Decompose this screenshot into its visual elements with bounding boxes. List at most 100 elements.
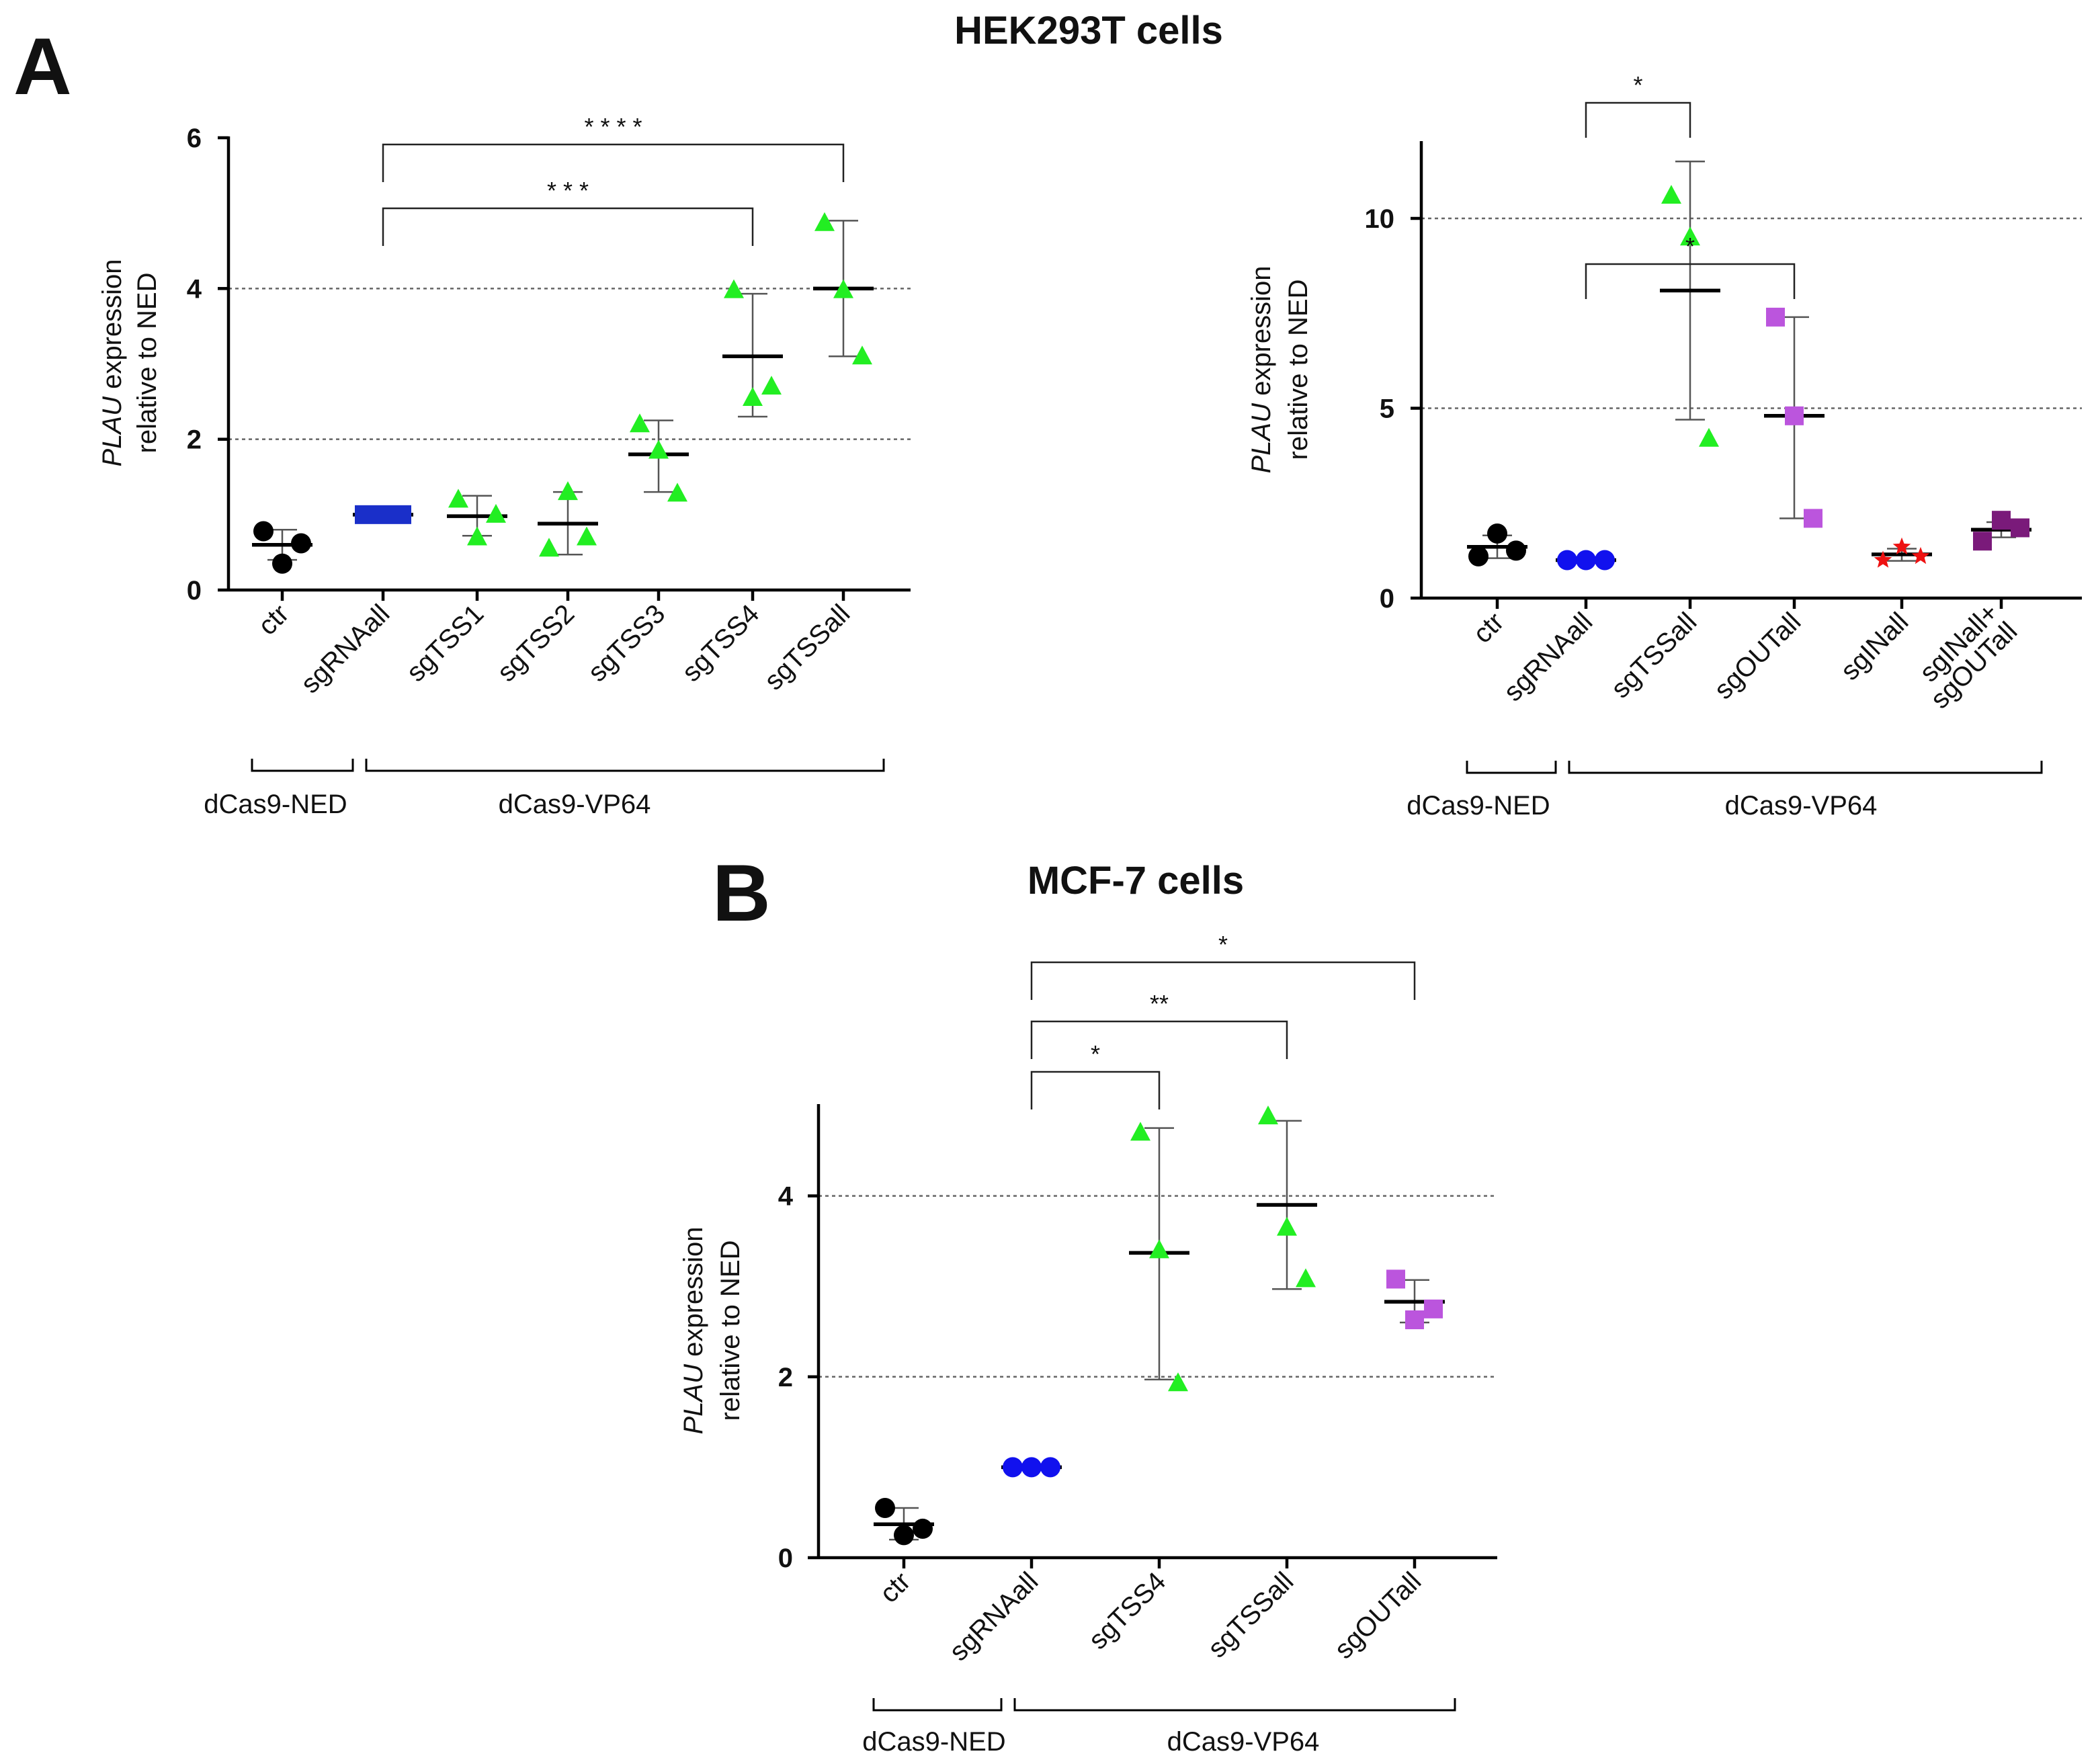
data-point (1595, 550, 1615, 571)
data-point (1003, 1457, 1023, 1478)
x-tick-label-sgrnaall: sgRNAall (295, 599, 395, 699)
data-point (852, 345, 872, 365)
significance-bracket (382, 143, 845, 182)
significance-label: ** (1150, 990, 1169, 1017)
data-point (374, 505, 392, 524)
data-point (1892, 537, 1911, 555)
group-bracket (1013, 1698, 1456, 1712)
data-point (1487, 523, 1507, 544)
y-tick-label: 4 (187, 274, 202, 304)
data-point (1168, 1372, 1188, 1392)
data-point (253, 521, 274, 542)
x-tick-label-sgtss4: sgTSS4 (1083, 1566, 1172, 1655)
series-sgtss4 (722, 279, 783, 418)
significance-bracket (1585, 101, 1691, 138)
panel-b-title: MCF-7 cells (1028, 859, 1244, 902)
panel-letter-a: A (13, 22, 72, 112)
x-tick-label-ctr: ctr (253, 599, 295, 641)
group-label-dcas9-ned: dCas9-NED (862, 1727, 1005, 1757)
data-point (1680, 226, 1700, 246)
data-point (1424, 1299, 1443, 1318)
series-sgrnaall (1001, 1457, 1062, 1478)
group-label-dcas9-vp64: dCas9-VP64 (1725, 791, 1878, 821)
group-label-dcas9-ned: dCas9-NED (1407, 791, 1550, 821)
y-tick-label: 10 (1365, 204, 1395, 234)
data-point (1661, 185, 1681, 204)
significance-label: * (1218, 931, 1228, 958)
data-point (667, 482, 687, 502)
data-point (630, 413, 650, 433)
x-tick-label-sgtssall: sgTSSall (1605, 607, 1702, 704)
series-sginall-sgoutall (1971, 511, 2031, 551)
y-tick-label: 0 (187, 576, 202, 605)
data-point (1386, 1269, 1405, 1289)
data-point (1699, 427, 1719, 447)
x-tick-label-sgtss4: sgTSS4 (677, 599, 765, 687)
x-tick-label-sgrnaall: sgRNAall (1498, 607, 1598, 707)
figure-title: HEK293T cells (954, 9, 1223, 52)
data-point (913, 1518, 933, 1539)
series-sginall (1872, 537, 1932, 568)
data-point (1405, 1310, 1424, 1330)
significance-bracket (382, 207, 754, 246)
data-point (1021, 1457, 1042, 1478)
x-tick-label-sgtssall: sgTSSall (1202, 1566, 1299, 1663)
x-tick-label-sginall: sgINall (1835, 607, 1915, 686)
data-point (2011, 518, 2029, 538)
group-label-dcas9-vp64: dCas9-VP64 (1167, 1727, 1320, 1757)
panel-letter-b: B (712, 848, 771, 938)
data-point (1296, 1268, 1316, 1288)
y-tick-label: 0 (778, 1544, 793, 1573)
series-sgtssall (1660, 161, 1720, 447)
series-sgtssall (1257, 1105, 1317, 1290)
significance-label: * * * * (584, 113, 642, 140)
y-axis-label-line2: relative to NED (132, 273, 162, 454)
significance-bracket (1030, 1070, 1161, 1109)
x-tick-label-ctr: ctr (1468, 607, 1510, 649)
data-point (577, 526, 597, 546)
significance-label: * (1633, 71, 1642, 99)
data-point (272, 553, 292, 574)
data-point (1874, 550, 1892, 568)
plot-b: 0 2 4 PLAU expression relative to NED ctr sgRN… (679, 931, 1497, 1757)
data-point (1557, 550, 1577, 571)
series-sgtss2 (538, 481, 598, 557)
data-point (894, 1525, 914, 1546)
data-point (814, 212, 835, 231)
x-tick-label-sgoutall: sgOUTall (1329, 1566, 1427, 1665)
data-point (486, 503, 506, 523)
y-axis-label: PLAU expression (1247, 265, 1276, 473)
data-point (1576, 550, 1596, 571)
group-bracket (1466, 761, 1557, 774)
series-ctr (252, 521, 312, 574)
data-point (539, 538, 559, 557)
significance-label: * * * (547, 177, 589, 204)
series-sgtss4 (1129, 1122, 1189, 1392)
data-point (743, 386, 763, 406)
data-point (875, 1497, 895, 1518)
y-axis-label: PLAU expression (97, 259, 127, 466)
data-point (392, 505, 411, 524)
y-axis-label: PLAU expression (679, 1226, 708, 1434)
group-label-dcas9-ned: dCas9-NED (204, 790, 347, 819)
data-point (1804, 509, 1822, 528)
y-tick-label: 2 (187, 425, 202, 455)
significance-bracket (1030, 1020, 1288, 1059)
plot-a-left: 0 2 4 6 PLAU expression relative to NED ctr sgR… (97, 113, 911, 819)
data-point (291, 533, 311, 554)
data-point (1040, 1457, 1060, 1478)
y-tick-label: 5 (1380, 394, 1394, 424)
data-point (1911, 546, 1930, 564)
data-point (1149, 1239, 1169, 1259)
y-tick-label: 4 (778, 1182, 794, 1212)
y-tick-label: 0 (1380, 584, 1394, 614)
group-bracket (1568, 761, 2043, 774)
x-tick-label-sgtssall: sgTSSall (759, 599, 855, 696)
x-tick-label-sgoutall: sgOUTall (1709, 607, 1807, 705)
data-point (1973, 532, 1992, 551)
data-point (724, 279, 744, 298)
series-ctr (1467, 523, 1527, 566)
data-point (833, 279, 853, 298)
series-sgrnaall (353, 505, 413, 524)
data-point (558, 481, 578, 501)
